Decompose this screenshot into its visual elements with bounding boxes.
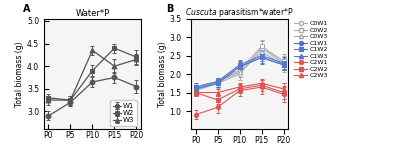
Legend: C0W1, C0W2, C0W3, C1W1, C1W2, C1W3, C2W1, C2W2, C2W3: C0W1, C0W2, C0W3, C1W1, C1W2, C1W3, C2W1… (293, 20, 329, 80)
Y-axis label: Total biomass (g): Total biomass (g) (158, 41, 166, 107)
Title: $\it{Cuscuta}$ parasitism*water*P: $\it{Cuscuta}$ parasitism*water*P (185, 6, 294, 19)
Text: B: B (166, 4, 173, 14)
Text: A: A (23, 4, 30, 14)
Y-axis label: Total biomass (g): Total biomass (g) (15, 41, 24, 107)
Legend: W1, W2, W3: W1, W2, W3 (110, 100, 137, 126)
Title: Water*P: Water*P (75, 9, 110, 18)
